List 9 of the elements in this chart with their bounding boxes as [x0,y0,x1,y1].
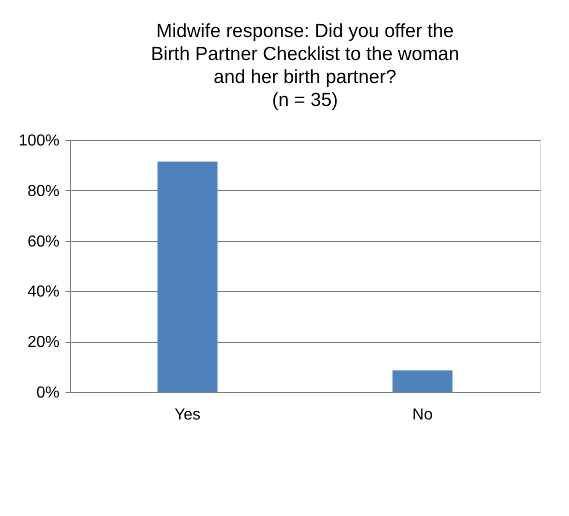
y-tick-label: 0% [36,384,60,402]
x-tick-label: No [412,406,433,424]
y-tick-label: 20% [27,334,60,352]
y-tick-label: 40% [27,284,60,301]
y-tick-label: 80% [27,182,60,200]
y-tick-label: 60% [27,233,60,250]
y-tick-label: 100% [18,132,60,150]
x-tick-label: Yes [174,406,201,424]
chart-title: Midwife response: Did you offer the Birth Partner Checklist to the woman and her birth partner? (n = 35) [150,21,460,111]
